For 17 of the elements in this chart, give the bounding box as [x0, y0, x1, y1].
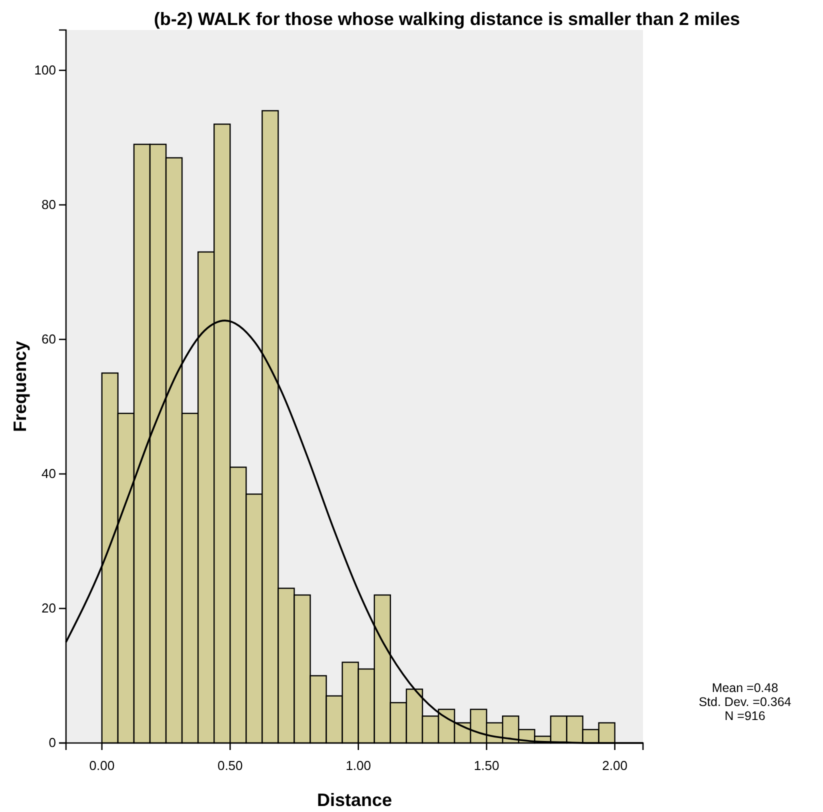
y-axis-title: Frequency: [10, 340, 30, 432]
y-tick-label: 60: [42, 332, 56, 347]
x-tick-label: 0.00: [89, 758, 115, 773]
chart-title: (b-2) WALK for those whose walking distance is smaller than 2 miles: [154, 9, 740, 29]
x-tick-label: 1.50: [474, 758, 500, 773]
x-tick-label: 0.50: [217, 758, 243, 773]
y-tick-label: 40: [42, 466, 56, 482]
y-tick-label: 80: [42, 197, 56, 212]
y-tick-label: 20: [42, 600, 56, 616]
text: Std. Dev. =0.364: [698, 695, 792, 709]
x-tick-label: 1.00: [346, 758, 372, 773]
x-axis-title: Distance: [316, 790, 392, 810]
text: N =916: [724, 709, 766, 723]
x-tick-label: 2.00: [602, 758, 628, 773]
y-tick-label: 100: [34, 62, 56, 78]
text: Mean =0.48: [712, 681, 778, 695]
y-tick-label: 0: [48, 735, 56, 750]
